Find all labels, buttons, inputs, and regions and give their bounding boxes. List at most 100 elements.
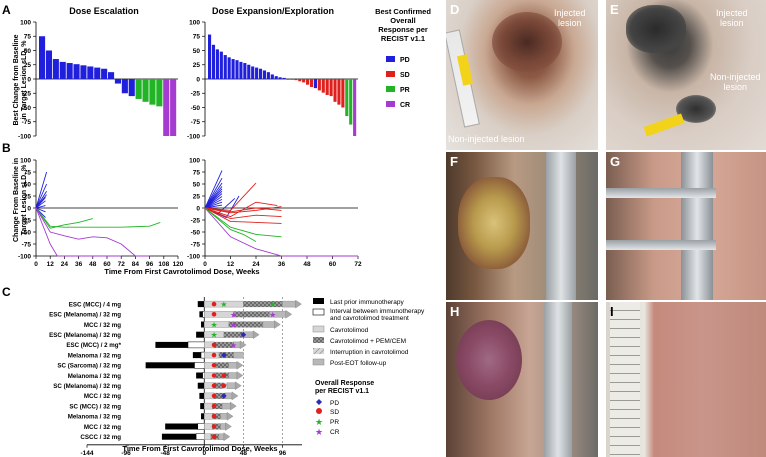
b1-xtick-label-1: 12 [47, 261, 55, 268]
swimmer-legend-gray [312, 358, 325, 366]
b2-series-21 [204, 207, 257, 242]
swimmer-cavpem-bar-9 [214, 392, 226, 399]
photo-d-injected-label: Injected lesion [554, 8, 586, 28]
legend-title-line2: Overall [390, 16, 415, 25]
b2-xtick-label-0: 0 [203, 261, 207, 268]
swimmer-row-label-9: MCC / 32 mg [84, 393, 121, 400]
panel-a-ylabel-line1: Best Change from Baseline [13, 34, 20, 125]
b1-series-4 [35, 197, 46, 209]
a2-bar-15 [266, 72, 270, 79]
swimmer-marker-5-1 [221, 352, 227, 358]
b1-series-6 [35, 205, 46, 209]
a1-ytick-label-0: 100 [20, 19, 31, 26]
injected-lesion-d [492, 12, 562, 72]
swimmer-prior-bar-11 [201, 413, 205, 420]
panel-label-i: I [610, 304, 614, 319]
caliper-f-icon [546, 152, 576, 300]
b1-series-11 [35, 207, 150, 257]
a2-bar-28 [317, 79, 321, 91]
photo-e-injected-1: Injected [716, 8, 748, 18]
a1-bar-7 [87, 66, 94, 79]
swimmer-xtick-label-2: -48 [160, 450, 170, 457]
swimmer-legend-label-2a: Interval between immunotherapy [330, 308, 425, 315]
a1-ytick-label-1: 75 [24, 34, 32, 41]
swimmer-legend-lightgray [312, 325, 325, 333]
panel-label-g: G [610, 154, 621, 169]
a1-bar-15 [142, 79, 149, 102]
response-pd-diamond-icon [316, 399, 322, 405]
swimmer-interval-bar-1 [202, 311, 205, 318]
a2-bar-13 [258, 68, 263, 79]
a1-ytick-label-4: 0 [27, 76, 31, 83]
panel-a-left-title: Dose Escalation [69, 6, 139, 16]
a2-bar-19 [282, 77, 286, 79]
swimmer-row-label-6: SC (Sarcoma) / 32 mg [57, 363, 121, 370]
swimmer-prior-bar-5 [192, 352, 202, 359]
b1-series-9 [35, 207, 161, 228]
a1-bar-12 [121, 79, 128, 94]
b2-xtick-label-5: 60 [329, 261, 337, 268]
panel-b-xlabel: Time From First Cavrotolimod Dose, Weeks [104, 267, 259, 276]
b2-xtick-label-3: 36 [278, 261, 286, 268]
a2-bar-21 [290, 79, 294, 80]
swimmer-marker-0-2: ★ [269, 300, 276, 309]
a1-ytick-label-2: 50 [24, 48, 32, 55]
swimmer-legend-label-1: Last prior immunotherapy [330, 299, 404, 306]
legend-pd-swatch [386, 56, 395, 62]
a1-bar-1 [45, 50, 52, 79]
swimmer-xtick-label-0: -144 [80, 450, 93, 457]
b1-series-5 [35, 200, 46, 209]
a1-bar-11 [114, 79, 121, 84]
panel-label-c: C [2, 285, 11, 299]
swimmer-prior-bar-8 [197, 382, 205, 389]
a2-bar-26 [309, 79, 314, 87]
swimmer-arrow-icon-9 [231, 391, 239, 401]
swimmer-marker-3-0: ★ [210, 331, 217, 340]
swimmer-marker-7-0 [211, 373, 217, 378]
panel-b-ylabel-line2: Target Lesion sLD, % [21, 164, 28, 235]
swimmer-arrow-icon-7 [236, 371, 244, 380]
a2-bar-30 [325, 79, 329, 95]
swimmer-post-bar-13 [218, 433, 225, 440]
a2-bar-29 [321, 79, 325, 93]
photo-d-injected-1: Injected [554, 8, 586, 18]
a2-bar-23 [298, 79, 302, 82]
swimmer-marker-4-0 [211, 342, 217, 348]
swimmer-marker-0-0 [211, 301, 217, 307]
swimmer-marker-10-0 [211, 403, 217, 409]
photo-d-injected-2: lesion [558, 18, 582, 28]
a2-bar-14 [262, 70, 267, 79]
swimmer-prior-bar-4 [155, 341, 188, 348]
swimmer-marker-1-0 [211, 312, 217, 317]
b1-xtick-label-10: 120 [173, 261, 184, 268]
a2-bar-9 [243, 63, 247, 79]
swimmer-marker-7-1 [221, 373, 227, 378]
swimmer-cavpem-bar-6 [215, 362, 229, 369]
swimmer-legend: Last prior immunotherapy Interval betwee… [312, 298, 425, 438]
swimmer-row-label-3: ESC (Melanoma) / 32 mg [49, 332, 121, 339]
injected-lesion-e [626, 5, 686, 53]
panel-label-a: A [2, 3, 11, 17]
a1-bar-16 [149, 79, 156, 105]
a2-bar-32 [333, 79, 337, 102]
swimmer-marker-8-0 [211, 383, 217, 389]
swimmer-marker-9-0 [211, 393, 217, 399]
swimmer-cavpem-bar-11 [212, 413, 221, 420]
swimmer-row-label-10: SC (MCC) / 32 mg [69, 403, 121, 410]
photo-h: H [446, 302, 598, 457]
swimmer-arrow-icon-4 [239, 340, 247, 350]
a2-bar-22 [294, 79, 298, 81]
swimmer-arrow-icon-11 [226, 411, 234, 421]
panel-c-xlabel: Time From First Cavrotolimod Dose, Weeks [122, 444, 277, 453]
swimmer-prior-bar-2 [201, 321, 205, 328]
b2-series-10 [204, 204, 223, 209]
a1-bar-13 [128, 79, 135, 97]
swimmer-post-bar-8 [226, 382, 236, 389]
b2-series-15 [204, 201, 278, 218]
b1-ytick-label-8: -100 [18, 253, 31, 260]
b2-ytick-label-3: 25 [193, 193, 201, 200]
swimmer-prior-bar-6 [145, 362, 195, 369]
photo-e-noninjected-2: lesion [723, 82, 748, 92]
a2-bar-37 [353, 79, 357, 136]
